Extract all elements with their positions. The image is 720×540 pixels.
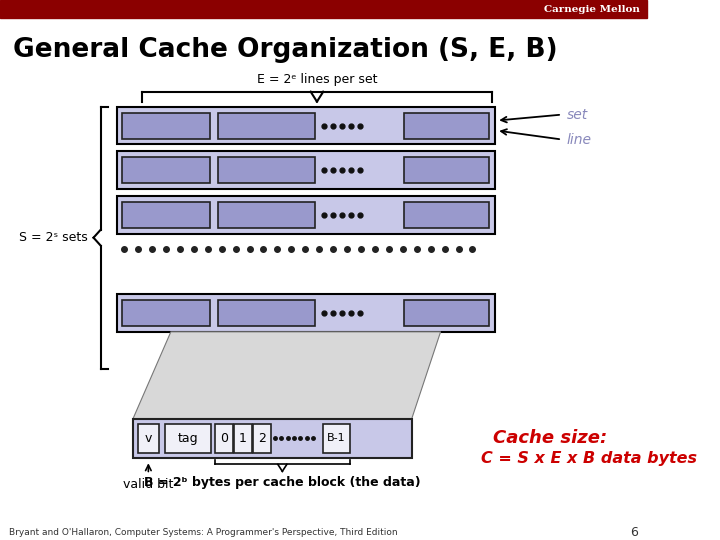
Text: Bryant and O'Hallaron, Computer Systems: A Programmer's Perspective, Third Editi: Bryant and O'Hallaron, Computer Systems:… <box>9 528 397 537</box>
Text: E = 2ᵉ lines per set: E = 2ᵉ lines per set <box>257 73 377 86</box>
Bar <box>133 418 412 458</box>
Bar <box>117 106 495 145</box>
Text: Cache size:: Cache size: <box>492 429 607 447</box>
Bar <box>117 197 495 234</box>
Text: set: set <box>567 107 588 122</box>
Bar <box>253 423 271 454</box>
Bar <box>234 423 252 454</box>
Text: 1: 1 <box>239 432 247 445</box>
Bar <box>323 423 350 454</box>
Bar <box>117 294 495 332</box>
Text: 6: 6 <box>631 525 639 538</box>
Text: C = S x E x B data bytes: C = S x E x B data bytes <box>481 451 697 467</box>
Bar <box>138 423 159 454</box>
Bar <box>122 202 210 228</box>
Bar <box>122 113 210 139</box>
Bar <box>404 202 489 228</box>
Bar <box>122 300 210 326</box>
Bar <box>217 300 315 326</box>
Bar <box>404 113 489 139</box>
Text: B = 2ᵇ bytes per cache block (the data): B = 2ᵇ bytes per cache block (the data) <box>144 476 420 489</box>
Text: General Cache Organization (S, E, B): General Cache Organization (S, E, B) <box>12 37 557 63</box>
Text: line: line <box>567 132 591 146</box>
Bar <box>117 152 495 190</box>
Bar <box>217 202 315 228</box>
Text: v: v <box>145 432 152 445</box>
Text: Carnegie Mellon: Carnegie Mellon <box>544 5 640 15</box>
Bar <box>404 300 489 326</box>
Text: B-1: B-1 <box>327 434 346 443</box>
Text: valid bit: valid bit <box>123 478 174 491</box>
Bar <box>0 0 647 18</box>
Text: 0: 0 <box>220 432 228 445</box>
Bar <box>165 423 211 454</box>
Bar <box>122 158 210 184</box>
Bar <box>217 158 315 184</box>
Polygon shape <box>133 332 441 419</box>
Text: S = 2ˢ sets: S = 2ˢ sets <box>19 231 88 244</box>
Text: 2: 2 <box>258 432 266 445</box>
Bar <box>215 423 233 454</box>
Bar <box>217 113 315 139</box>
Text: tag: tag <box>178 432 198 445</box>
Bar <box>404 158 489 184</box>
